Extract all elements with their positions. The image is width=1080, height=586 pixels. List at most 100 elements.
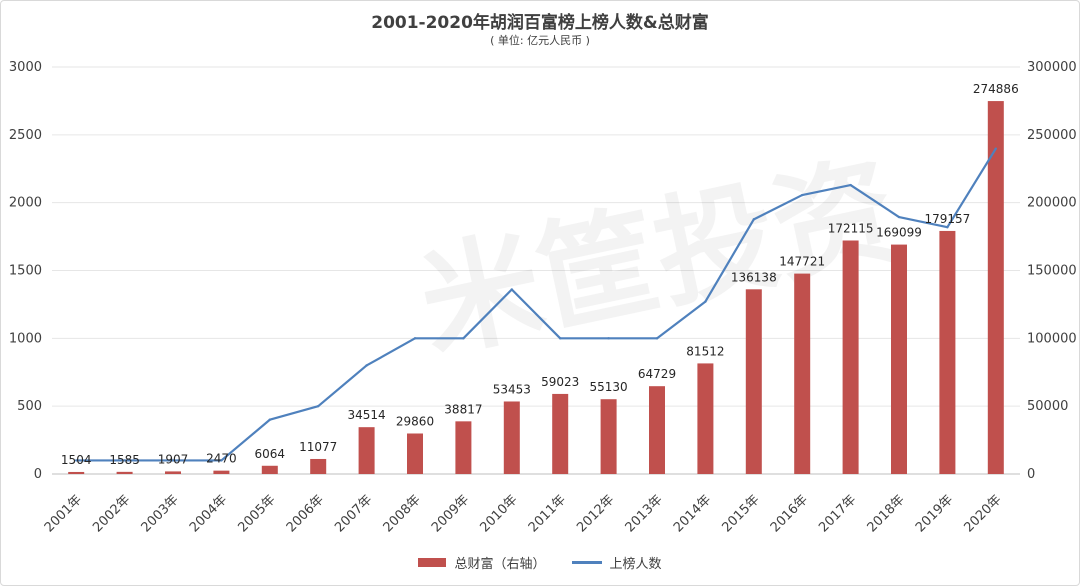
bar-data-label: 55130 xyxy=(590,380,628,394)
bar xyxy=(68,471,85,474)
bar xyxy=(552,393,569,474)
bar-data-label: 1585 xyxy=(109,453,140,467)
line-point xyxy=(171,459,175,462)
x-tick-label: 2008年 xyxy=(381,492,424,535)
x-tick-label: 2007年 xyxy=(332,492,375,535)
bar-data-label: 1907 xyxy=(158,452,189,466)
bar xyxy=(745,289,762,474)
line-point xyxy=(220,459,223,462)
data-labels-group: 1504 1585 1907 2470 6064 11077 34514 29860 38817… xyxy=(61,82,1019,467)
y-right-tick-label: 0 xyxy=(1027,467,1035,482)
bar xyxy=(116,471,133,474)
x-tick-label: 2015年 xyxy=(719,492,762,535)
bar xyxy=(939,230,956,474)
bar xyxy=(987,101,1004,475)
x-tick-label: 2012年 xyxy=(574,492,617,535)
bar xyxy=(600,399,617,474)
gridlines xyxy=(52,66,1020,475)
y-right-tick-label: 200000 xyxy=(1027,196,1077,211)
watermark: 米筐投资 xyxy=(409,141,907,377)
bar xyxy=(213,470,230,474)
bar-data-label: 29860 xyxy=(396,414,434,428)
line-point xyxy=(462,337,465,340)
bar-data-label: 11077 xyxy=(299,440,337,454)
x-tick-label: 2020年 xyxy=(961,492,1004,535)
legend-item-wealth[interactable]: 总财富（右轴） xyxy=(418,553,546,572)
y-left-tick-label: 1000 xyxy=(9,331,42,346)
bar xyxy=(407,433,423,474)
bar-data-label: 53453 xyxy=(493,382,531,396)
legend-swatch-line xyxy=(571,561,602,564)
bar xyxy=(891,244,907,474)
bar xyxy=(649,386,665,474)
legend-label-wealth: 总财富（右轴） xyxy=(454,557,546,572)
bar xyxy=(455,421,472,474)
x-tick-label: 2018年 xyxy=(865,492,908,535)
bar xyxy=(794,273,811,474)
bar xyxy=(358,427,375,474)
y-left-tick-label: 2000 xyxy=(9,196,42,211)
x-tick-label: 2004年 xyxy=(187,492,230,535)
bar-data-label: 34514 xyxy=(348,408,386,422)
x-tick-label: 2013年 xyxy=(623,492,666,535)
bar-data-label: 81512 xyxy=(686,344,724,358)
x-tick-label: 2005年 xyxy=(235,492,278,535)
line-point xyxy=(268,418,271,421)
bar xyxy=(165,471,181,474)
y-left-tick-label: 2500 xyxy=(9,128,42,143)
line-point xyxy=(510,288,513,291)
bar-data-label: 59023 xyxy=(541,375,579,389)
x-tick-label: 2019年 xyxy=(913,492,956,535)
line-point xyxy=(413,337,417,340)
count-line xyxy=(76,148,997,462)
line-point xyxy=(75,459,78,462)
x-tick-label: 2010年 xyxy=(477,492,520,535)
x-tick-label: 2014年 xyxy=(671,492,714,535)
chart-subtitle: ( 单位: 亿元人民币 ) xyxy=(490,34,590,47)
line-point xyxy=(994,147,997,150)
line-point xyxy=(317,404,320,408)
bar-data-label: 169099 xyxy=(876,226,922,240)
bars-group xyxy=(68,101,1004,475)
chart-title: 2001-2020年胡润百富榜上榜人数&总财富 xyxy=(371,13,709,33)
x-tick-label: 2009年 xyxy=(429,492,472,535)
legend-swatch-bar xyxy=(418,558,447,567)
line-point xyxy=(607,337,610,340)
x-tick-label: 2011年 xyxy=(526,492,569,535)
x-tick-label: 2003年 xyxy=(139,492,182,535)
x-tick-label: 2002年 xyxy=(90,492,133,535)
y-left-tick-label: 1500 xyxy=(9,264,42,279)
legend-item-count[interactable]: 上榜人数 xyxy=(571,553,662,572)
bar-data-label: 2470 xyxy=(206,452,237,466)
bar-data-label: 147721 xyxy=(779,255,825,269)
bar-data-label: 64729 xyxy=(638,367,676,381)
bar-data-label: 179157 xyxy=(924,212,970,226)
bar xyxy=(697,363,714,474)
bar xyxy=(310,458,327,474)
x-tick-label: 2001年 xyxy=(42,492,85,535)
line-point xyxy=(559,337,562,340)
legend-label-count: 上榜人数 xyxy=(609,557,662,572)
x-tick-label: 2017年 xyxy=(816,492,859,535)
bar-data-label: 38817 xyxy=(444,402,482,416)
bar-data-label: 6064 xyxy=(255,447,286,461)
x-tick-label: 2006年 xyxy=(284,492,327,535)
legend: 总财富（右轴） 上榜人数 xyxy=(0,553,1080,572)
bar-data-label: 136138 xyxy=(731,270,777,284)
line-point xyxy=(946,226,949,229)
y-right-tick-label: 150000 xyxy=(1027,264,1077,279)
y-left-tick-label: 3000 xyxy=(9,60,42,75)
line-point xyxy=(123,459,126,462)
x-tick-label: 2016年 xyxy=(768,492,811,535)
line-point xyxy=(752,218,755,221)
line-point xyxy=(365,364,368,367)
bar-data-label: 274886 xyxy=(973,82,1019,96)
y-right-tick-label: 50000 xyxy=(1027,399,1068,414)
y-left-tick-label: 500 xyxy=(17,399,42,414)
bar-data-label: 1504 xyxy=(61,453,92,467)
line-point xyxy=(897,215,901,219)
y-right-tick-label: 250000 xyxy=(1027,128,1077,143)
bar xyxy=(503,401,520,474)
y-left-tick-label: 0 xyxy=(34,467,42,482)
